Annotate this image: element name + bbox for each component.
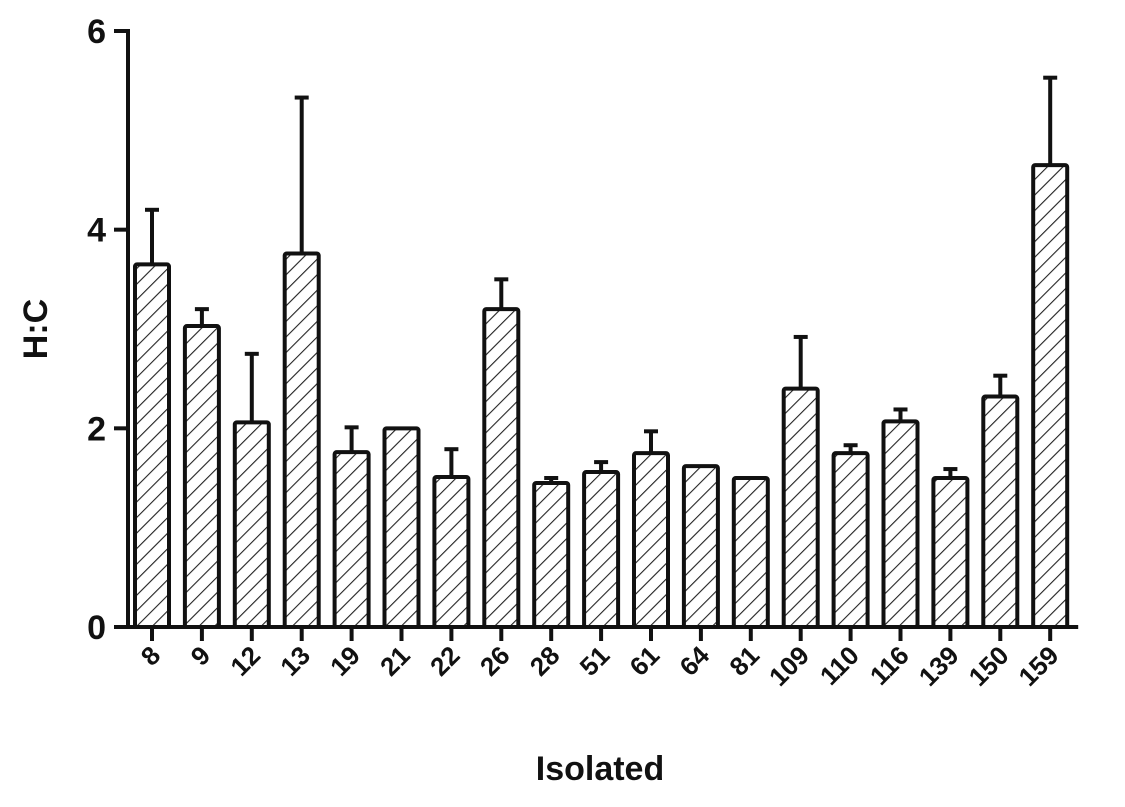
bar-116 [881,407,920,629]
x-tick-label: 116 [864,640,915,691]
bar-rect [133,262,171,629]
bar-8 [133,207,171,629]
bar-139 [931,467,970,629]
bar-rect [582,470,621,630]
bars-group [133,75,1070,630]
bar-rect [482,307,521,629]
bar-rect [981,394,1020,629]
bar-rect [382,426,421,630]
x-tick-label: 109 [763,640,815,692]
bar-150 [981,373,1020,629]
bar-159 [1031,75,1070,629]
bar-81 [731,476,770,629]
x-tick-label: 13 [274,640,316,682]
x-tick-label: 159 [1013,640,1065,692]
bar-rect [232,420,271,629]
bar-rect [1031,163,1070,629]
bar-rect [831,451,870,629]
bar-13 [282,95,321,630]
bar-rect [781,386,820,629]
bar-26 [482,277,521,629]
bar-22 [432,447,471,629]
x-tick-label: 8 [135,640,166,671]
x-tick-label: 81 [723,640,765,682]
x-axis-title: Isolated [536,750,664,788]
x-tick-label: 28 [524,640,566,682]
bar-19 [332,425,371,629]
bar-rect [931,476,970,629]
bar-rect [332,450,371,629]
x-tick-label: 26 [474,640,516,682]
x-tick-label: 150 [963,640,1015,692]
bar-rect [432,475,471,629]
bar-rect [731,476,770,629]
bar-rect [182,324,221,629]
bar-109 [781,334,820,629]
y-tick-label: 2 [87,410,106,448]
y-tick-label: 6 [87,13,106,51]
x-tick-label: 110 [814,640,865,691]
x-tick-label: 139 [913,640,965,692]
x-tick-label: 22 [424,640,466,682]
x-tick-label: 64 [673,640,715,682]
y-tick-label: 4 [87,212,106,250]
x-tick-label: 51 [574,640,616,682]
x-tick-label: 19 [324,640,366,682]
x-tick-label: 12 [224,640,266,682]
bar-110 [831,443,870,629]
x-tick-label: 9 [185,640,216,671]
bar-rect [881,419,920,629]
y-axis-title: H:C [17,299,55,359]
bar-64 [681,464,720,629]
bar-rect [282,251,321,630]
bar-51 [582,460,621,630]
x-tick-label: 61 [624,640,666,682]
bar-rect [681,464,720,629]
bar-9 [182,307,221,629]
bar-21 [382,426,421,630]
y-tick-label: 0 [87,609,106,647]
bar-12 [232,351,271,629]
bar-61 [632,429,670,629]
y-axis: 0 2 4 6 [87,13,130,647]
bar-rect [532,480,571,630]
bar-28 [532,476,571,630]
bar-rect [632,451,670,629]
x-tick-label: 21 [374,640,416,682]
